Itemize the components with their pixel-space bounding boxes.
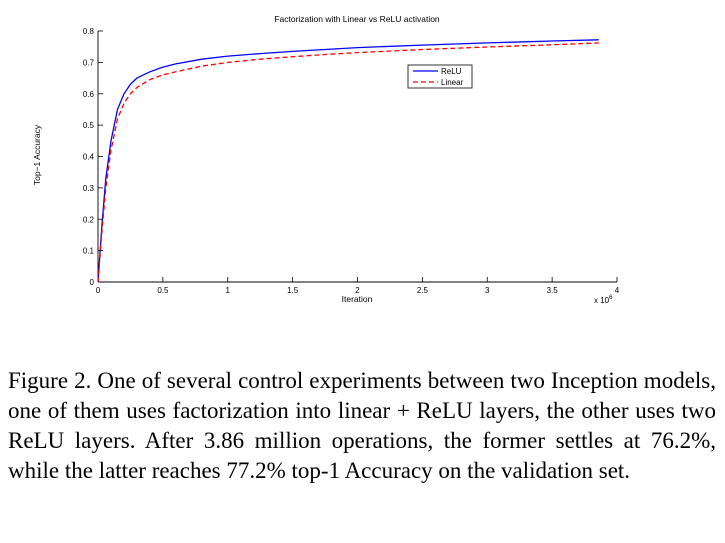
- x-tick-label: 1.5: [287, 286, 299, 295]
- legend-label-relu: ReLU: [441, 67, 462, 76]
- legend: ReLU Linear: [407, 64, 473, 89]
- y-axis-label: Top−1 Accuracy: [32, 124, 42, 185]
- x-scale-note: x 106: [594, 295, 613, 305]
- axes: [97, 31, 617, 283]
- legend-label-linear: Linear: [441, 78, 464, 87]
- y-tick-label: 0.6: [83, 90, 95, 99]
- series-lines: [97, 39, 599, 283]
- x-scale-exponent: 6: [609, 295, 613, 301]
- x-tick-label: 0: [96, 286, 101, 295]
- y-tick-label: 0.8: [83, 27, 95, 36]
- x-tick-label: 2.5: [417, 286, 429, 295]
- series-line-linear: [97, 42, 599, 283]
- x-tick-label: 0.5: [157, 286, 169, 295]
- y-tick-label: 0.3: [83, 184, 95, 193]
- x-scale-base: x 10: [594, 296, 610, 305]
- chart-title: Factorization with Linear vs ReLU activa…: [274, 14, 440, 24]
- chart-area: Factorization with Linear vs ReLU activa…: [32, 14, 620, 305]
- x-tick-label: 2: [355, 286, 360, 295]
- x-ticks: 0 0.5 1 1.5 2 2.5 3 3.5 4: [96, 277, 620, 295]
- y-tick-label: 0.5: [83, 121, 95, 130]
- y-tick-label: 0.1: [83, 247, 95, 256]
- y-tick-label: 0: [90, 278, 95, 287]
- y-tick-label: 0.2: [83, 215, 95, 224]
- x-tick-label: 3: [485, 286, 490, 295]
- y-ticks: 0 0.1 0.2 0.3 0.4 0.5 0.6 0.7 0.8: [83, 27, 103, 287]
- line-chart: Factorization with Linear vs ReLU activa…: [32, 14, 620, 305]
- series-line-relu: [97, 39, 599, 283]
- x-axis-label: Iteration: [342, 294, 373, 304]
- y-tick-label: 0.4: [83, 153, 95, 162]
- x-tick-label: 4: [615, 286, 620, 295]
- figure-caption: Figure 2. One of several control experim…: [8, 368, 716, 483]
- x-tick-label: 3.5: [547, 286, 559, 295]
- x-tick-label: 1: [226, 286, 231, 295]
- y-tick-label: 0.7: [83, 58, 95, 67]
